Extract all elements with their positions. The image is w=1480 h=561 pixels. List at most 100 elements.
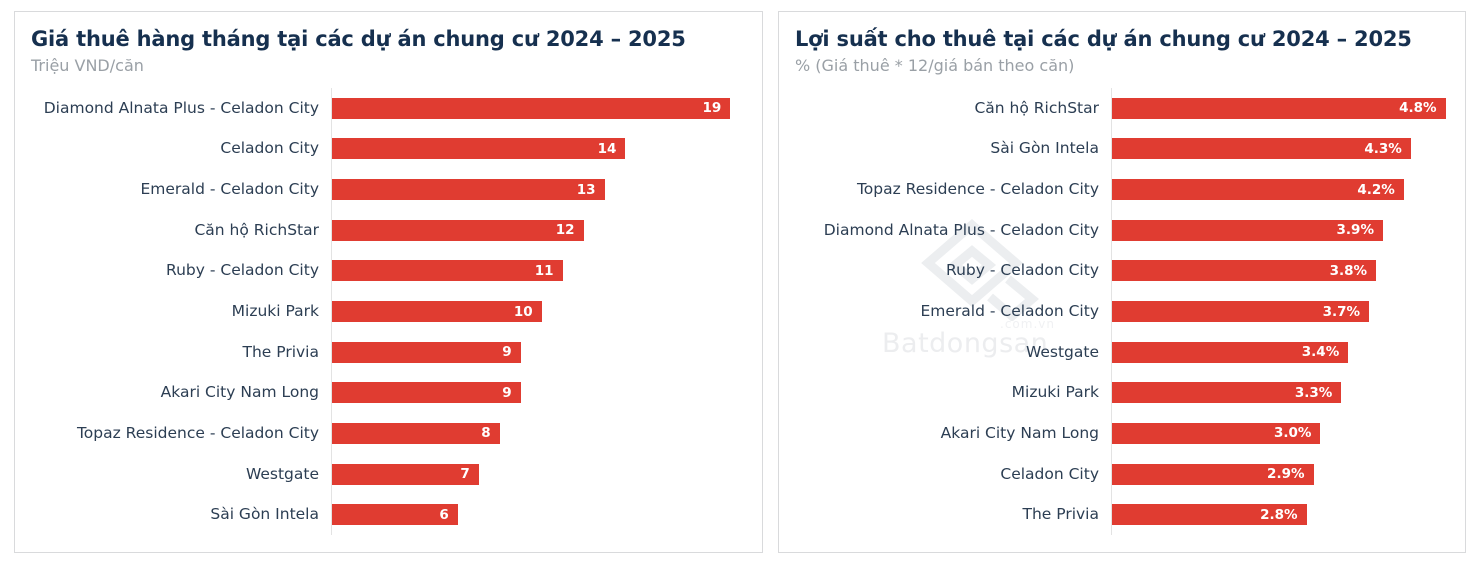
bar: 4.3%	[1112, 138, 1411, 160]
bar-track: 2.9%	[1111, 453, 1449, 495]
bar-track: 9	[331, 372, 746, 414]
bar: 7	[332, 463, 479, 485]
bar-value-label: 4.2%	[1357, 181, 1395, 198]
bar-row: Mizuki Park 10	[31, 291, 746, 332]
bar: 3.4%	[1112, 341, 1349, 363]
bar: 2.9%	[1112, 463, 1314, 485]
bar-track: 7	[331, 453, 746, 495]
bar: 11	[332, 260, 563, 282]
category-label: Akari City Nam Long	[940, 423, 1099, 442]
bar-track: 9	[331, 331, 746, 373]
category-label: The Privia	[242, 342, 320, 361]
bar-row: Topaz Residence - Celadon City 8	[31, 413, 746, 454]
bar: 3.7%	[1112, 301, 1370, 323]
bar-value-label: 6	[439, 506, 449, 523]
category-label: Topaz Residence - Celadon City	[856, 180, 1099, 199]
bar-value-label: 12	[555, 222, 575, 239]
bar-row: Sài Gòn Intela 4.3%	[795, 128, 1449, 170]
bar-value-label: 3.4%	[1301, 344, 1340, 361]
category-label: Căn hộ RichStar	[194, 220, 319, 239]
bar-value-label: 3.7%	[1322, 303, 1361, 320]
category-label: Celadon City	[220, 139, 319, 158]
bar-row: Topaz Residence - Celadon City 4.2%	[795, 169, 1449, 210]
bar-track: 12	[331, 209, 746, 251]
bar-track: 3.4%	[1111, 331, 1449, 373]
bar-track: 11	[331, 250, 746, 292]
bar-row: The Privia 9	[31, 331, 746, 373]
bar: 3.0%	[1112, 422, 1321, 444]
category-label: Ruby - Celadon City	[166, 261, 319, 280]
bar-track: 6	[331, 494, 746, 536]
bar: 3.3%	[1112, 382, 1342, 404]
category-label: Westgate	[1025, 342, 1099, 361]
chart-title: Giá thuê hàng tháng tại các dự án chung …	[31, 27, 686, 51]
bar-track: 3.0%	[1111, 413, 1449, 454]
bar: 10	[332, 301, 542, 323]
bar-value-label: 11	[534, 262, 554, 279]
bar: 3.8%	[1112, 260, 1377, 282]
bar-row: Diamond Alnata Plus - Celadon City 3.9%	[795, 209, 1449, 251]
bar-row: Căn hộ RichStar 12	[31, 209, 746, 251]
bar-row: Diamond Alnata Plus - Celadon City 19	[31, 88, 746, 129]
bar-value-label: 3.3%	[1294, 384, 1333, 401]
bar-chart-rental-yield: Căn hộ RichStar 4.8% Sài Gòn Intela 4.3% Top…	[795, 88, 1449, 536]
bar-value-label: 4.8%	[1399, 100, 1437, 117]
bar-value-label: 2.9%	[1267, 466, 1305, 483]
bar-row: Akari City Nam Long 3.0%	[795, 413, 1449, 454]
bar-row: Akari City Nam Long 9	[31, 372, 746, 414]
category-label: Căn hộ RichStar	[974, 98, 1099, 117]
bar: 9	[332, 341, 521, 363]
bar-track: 10	[331, 291, 746, 332]
bar-value-label: 10	[513, 303, 533, 320]
bar-value-label: 13	[576, 181, 596, 198]
category-label: Mizuki Park	[1011, 383, 1099, 402]
bar-value-label: 8	[481, 425, 491, 442]
bar-row: Sài Gòn Intela 6	[31, 494, 746, 536]
category-label: Topaz Residence - Celadon City	[76, 423, 319, 442]
bar-row: Emerald - Celadon City 3.7%	[795, 291, 1449, 332]
bar-row: The Privia 2.8%	[795, 494, 1449, 536]
category-label: Diamond Alnata Plus - Celadon City	[823, 220, 1099, 239]
bar-value-label: 19	[702, 100, 722, 117]
bar-value-label: 4.3%	[1364, 140, 1402, 157]
category-label: Diamond Alnata Plus - Celadon City	[43, 98, 319, 117]
category-label: The Privia	[1022, 505, 1100, 524]
category-label: Emerald - Celadon City	[920, 302, 1099, 321]
bar-track: 19	[331, 88, 746, 129]
bar-track: 3.9%	[1111, 209, 1449, 251]
bar-value-label: 9	[502, 344, 512, 361]
bar-row: Westgate 7	[31, 453, 746, 495]
bar-row: Ruby - Celadon City 3.8%	[795, 250, 1449, 292]
bar-value-label: 14	[597, 140, 617, 157]
bar-value-label: 2.8%	[1260, 506, 1298, 523]
bar-track: 3.8%	[1111, 250, 1449, 292]
bar: 19	[332, 97, 731, 119]
bar-track: 8	[331, 413, 746, 454]
bar-value-label: 3.8%	[1329, 262, 1368, 279]
chart-subtitle: Triệu VND/căn	[31, 56, 144, 75]
bar-track: 3.7%	[1111, 291, 1449, 332]
bar-row: Celadon City 14	[31, 128, 746, 170]
bar-row: Westgate 3.4%	[795, 331, 1449, 373]
bar: 3.9%	[1112, 219, 1383, 241]
chart-panel-rent-price: Giá thuê hàng tháng tại các dự án chung …	[14, 11, 763, 553]
category-label: Westgate	[245, 464, 319, 483]
bar: 2.8%	[1112, 504, 1307, 526]
chart-subtitle: % (Giá thuê * 12/giá bán theo căn)	[795, 56, 1075, 75]
category-label: Sài Gòn Intela	[210, 505, 319, 524]
bar: 4.8%	[1112, 97, 1446, 119]
bar: 4.2%	[1112, 179, 1404, 201]
bar-track: 14	[331, 128, 746, 170]
category-label: Mizuki Park	[231, 302, 319, 321]
bar: 14	[332, 138, 626, 160]
bar-value-label: 7	[460, 466, 470, 483]
bar: 9	[332, 382, 521, 404]
category-label: Emerald - Celadon City	[140, 180, 319, 199]
bar: 8	[332, 422, 500, 444]
bar: 12	[332, 219, 584, 241]
bar-value-label: 9	[502, 384, 512, 401]
bar-value-label: 3.9%	[1336, 222, 1374, 239]
bar: 13	[332, 179, 605, 201]
bar-track: 4.3%	[1111, 128, 1449, 170]
